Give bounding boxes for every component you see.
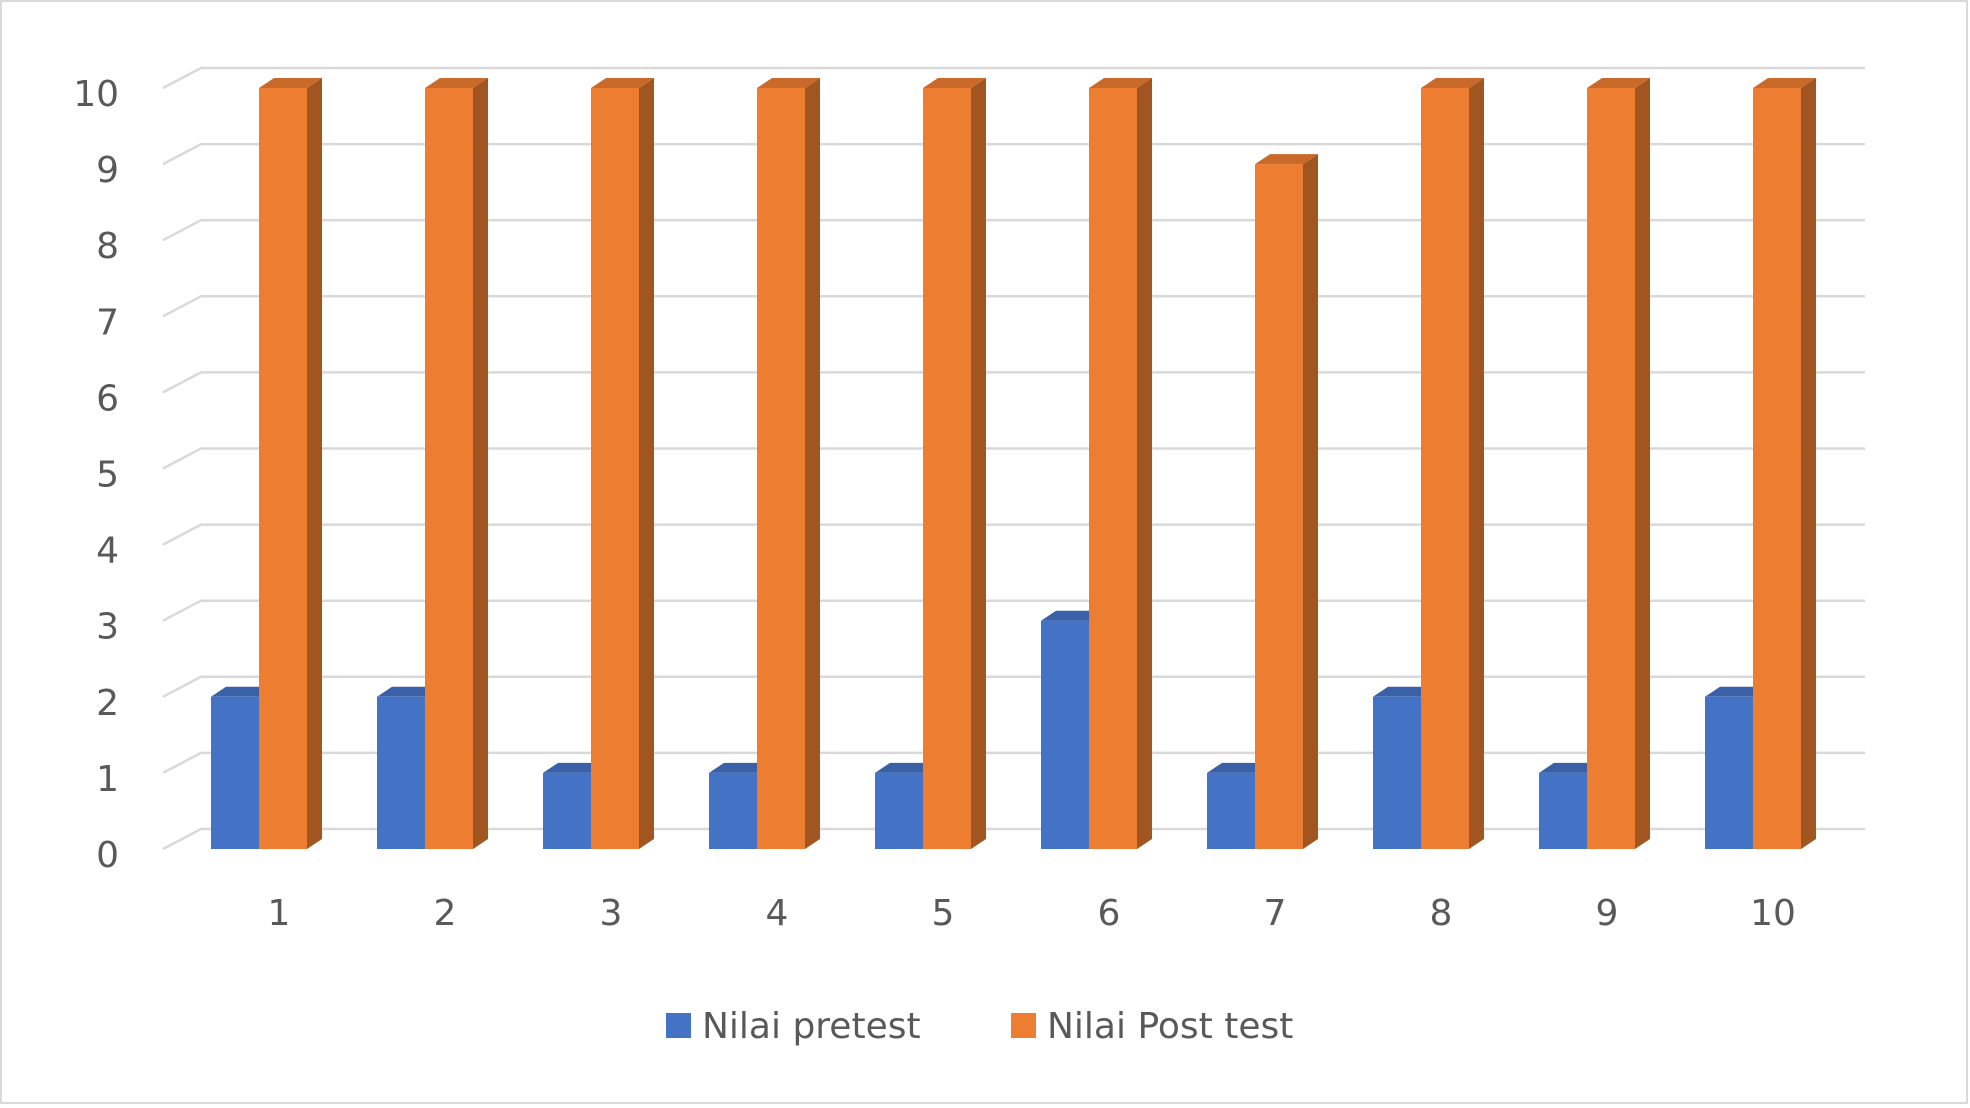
bar-top <box>757 78 820 88</box>
bar-top <box>1089 78 1152 88</box>
legend-label: Nilai Post test <box>1047 1006 1293 1047</box>
y-tick-label: 5 <box>96 455 119 496</box>
y-tick-label: 1 <box>96 759 119 800</box>
x-tick-label: 10 <box>1750 893 1796 934</box>
bar <box>425 88 473 849</box>
bar <box>1421 88 1469 849</box>
bar-top <box>425 78 488 88</box>
bar-side <box>1137 78 1152 849</box>
y-tick-label: 7 <box>96 302 119 343</box>
y-tick-label: 0 <box>96 835 119 876</box>
bar <box>1705 696 1753 849</box>
bar <box>1089 88 1137 849</box>
bar <box>757 88 805 849</box>
x-tick-label: 7 <box>1264 893 1287 934</box>
y-tick-label: 4 <box>96 531 119 572</box>
bar <box>1373 696 1421 849</box>
bar-top <box>1539 762 1602 773</box>
bar <box>1753 88 1801 849</box>
bar-top <box>923 78 986 88</box>
bar-side <box>473 78 488 849</box>
bar-side <box>805 78 820 849</box>
bar-top <box>591 78 654 88</box>
bar <box>1207 772 1255 849</box>
bar <box>211 696 259 849</box>
bar-top <box>1705 686 1768 697</box>
x-tick-label: 8 <box>1430 893 1453 934</box>
legend-swatch <box>666 1013 691 1038</box>
bar <box>1255 164 1303 850</box>
y-tick-label: 8 <box>96 226 119 267</box>
bar-top <box>875 762 938 773</box>
bar-side <box>1303 154 1318 850</box>
bar <box>1539 772 1587 849</box>
bar <box>543 772 591 849</box>
bar-top <box>1587 78 1650 88</box>
y-tick-label: 10 <box>73 74 119 115</box>
bar-side <box>1635 78 1650 849</box>
bar <box>1041 620 1089 849</box>
x-tick-label: 5 <box>932 893 955 934</box>
bar-side <box>307 78 322 849</box>
x-tick-label: 1 <box>268 893 291 934</box>
legend-swatch <box>1011 1013 1036 1038</box>
bar-side <box>1801 78 1816 849</box>
grid-line <box>162 142 1865 166</box>
bar <box>875 772 923 849</box>
y-tick-label: 3 <box>96 607 119 648</box>
bar-side <box>971 78 986 849</box>
bar <box>591 88 639 849</box>
bar-top <box>1255 154 1318 165</box>
bar <box>923 88 971 849</box>
bar-top <box>543 762 606 773</box>
y-tick-label: 6 <box>96 378 119 419</box>
bar-top <box>709 762 772 773</box>
bar-top <box>1421 78 1484 88</box>
x-tick-label: 3 <box>600 893 623 934</box>
bar-top <box>377 686 440 697</box>
bar-side <box>1469 78 1484 849</box>
bar-top <box>1041 610 1104 621</box>
bar <box>259 88 307 849</box>
bar-top <box>1753 78 1816 88</box>
y-tick-label: 9 <box>96 150 119 191</box>
x-tick-label: 6 <box>1098 893 1121 934</box>
bar-top <box>1207 762 1270 773</box>
bar <box>709 772 757 849</box>
x-tick-label: 4 <box>766 893 789 934</box>
bar <box>1587 88 1635 849</box>
x-tick-label: 9 <box>1596 893 1619 934</box>
bar-top <box>1373 686 1436 697</box>
bar <box>377 696 425 849</box>
bar-side <box>639 78 654 849</box>
x-tick-label: 2 <box>434 893 457 934</box>
bar-top <box>259 78 322 88</box>
grid-line <box>162 66 1865 90</box>
bar-top <box>211 686 274 697</box>
y-tick-label: 2 <box>96 683 119 724</box>
legend-label: Nilai pretest <box>702 1006 921 1047</box>
